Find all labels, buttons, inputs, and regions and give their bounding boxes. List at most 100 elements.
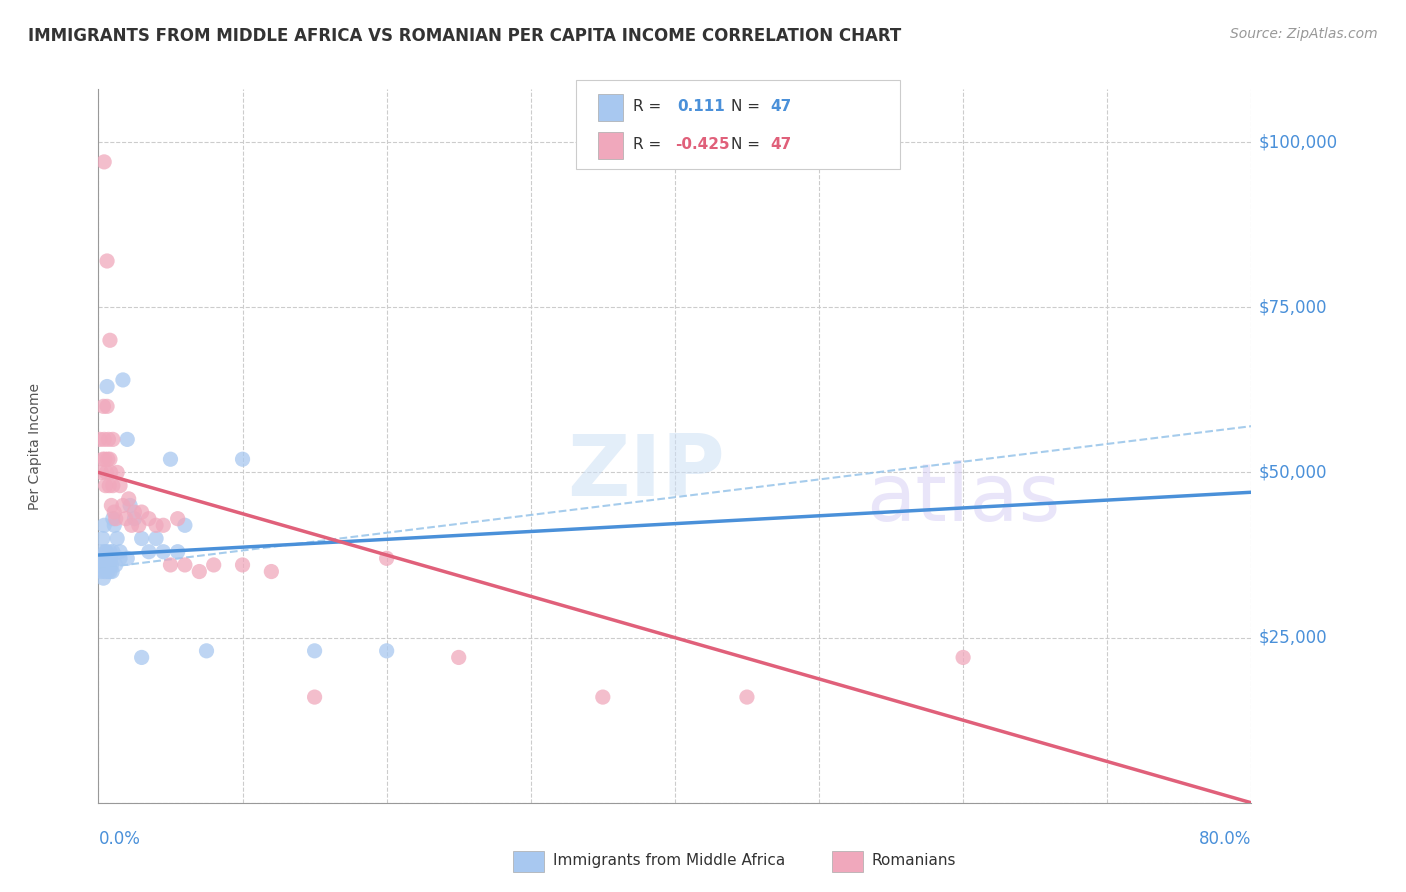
Point [131, 532, 153, 546]
Point [124, 511, 146, 525]
Point [93, 551, 115, 566]
Point [94, 452, 117, 467]
Point [152, 518, 174, 533]
Point [94, 478, 117, 492]
Point [96, 466, 118, 480]
Point [94, 565, 117, 579]
Point [97, 452, 120, 467]
Point [101, 545, 124, 559]
Text: Source: ZipAtlas.com: Source: ZipAtlas.com [1230, 27, 1378, 41]
Point [375, 551, 398, 566]
Point [103, 518, 125, 533]
Point [735, 690, 758, 704]
Point [145, 518, 167, 533]
Point [174, 518, 197, 533]
Point [952, 650, 974, 665]
Point [121, 518, 143, 533]
Point [101, 511, 124, 525]
Point [138, 545, 160, 559]
Point [304, 690, 326, 704]
Point [103, 505, 125, 519]
Point [117, 551, 138, 566]
Point [98, 452, 121, 467]
Text: atlas: atlas [866, 460, 1060, 538]
Point [101, 433, 124, 447]
Point [101, 565, 124, 579]
Point [96, 400, 118, 414]
Point [93, 433, 115, 447]
Point [202, 558, 225, 572]
Text: $100,000: $100,000 [1258, 133, 1337, 151]
Point [89, 558, 111, 572]
Point [131, 650, 153, 665]
Text: ZIP: ZIP [567, 431, 725, 514]
Point [93, 400, 115, 414]
Text: N =: N = [731, 137, 765, 153]
Text: 47: 47 [770, 137, 792, 153]
Point [91, 558, 114, 572]
Point [100, 558, 122, 572]
Point [304, 644, 326, 658]
Point [89, 433, 111, 447]
Point [104, 511, 127, 525]
Point [375, 644, 398, 658]
Point [111, 373, 134, 387]
Point [93, 518, 115, 533]
Point [101, 478, 124, 492]
Point [118, 491, 141, 506]
Point [138, 511, 160, 525]
Point [128, 518, 150, 533]
Point [90, 565, 112, 579]
Text: 47: 47 [770, 99, 792, 114]
Point [111, 499, 134, 513]
Point [231, 558, 254, 572]
Point [159, 452, 181, 467]
Point [90, 466, 112, 480]
Point [97, 551, 120, 566]
Point [91, 532, 114, 546]
Text: $50,000: $50,000 [1258, 464, 1327, 482]
Text: IMMIGRANTS FROM MIDDLE AFRICA VS ROMANIAN PER CAPITA INCOME CORRELATION CHART: IMMIGRANTS FROM MIDDLE AFRICA VS ROMANIA… [28, 27, 901, 45]
Point [166, 511, 188, 525]
Point [96, 379, 118, 393]
Text: R =: R = [633, 137, 666, 153]
Point [120, 499, 142, 513]
Point [104, 558, 127, 572]
Point [174, 558, 197, 572]
Text: $25,000: $25,000 [1258, 629, 1327, 647]
Point [105, 532, 128, 546]
Point [108, 478, 131, 492]
Point [94, 545, 117, 559]
Point [91, 545, 114, 559]
Point [231, 452, 254, 467]
Point [100, 551, 122, 566]
Point [96, 545, 118, 559]
Point [91, 452, 114, 467]
Point [90, 551, 112, 566]
Text: R =: R = [633, 99, 666, 114]
Text: N =: N = [731, 99, 765, 114]
Point [96, 254, 118, 268]
Point [94, 558, 117, 572]
Point [108, 551, 131, 566]
Point [96, 558, 118, 572]
Text: 0.111: 0.111 [678, 99, 725, 114]
Point [195, 644, 218, 658]
Text: Immigrants from Middle Africa: Immigrants from Middle Africa [553, 854, 785, 868]
Point [98, 558, 121, 572]
Point [592, 690, 614, 704]
Text: 0.0%: 0.0% [98, 830, 141, 847]
Point [152, 545, 174, 559]
Point [100, 466, 122, 480]
Point [124, 505, 146, 519]
Point [98, 565, 121, 579]
Point [447, 650, 470, 665]
Point [159, 558, 181, 572]
Point [145, 532, 167, 546]
Point [98, 333, 121, 347]
Point [97, 565, 120, 579]
Text: -0.425: -0.425 [675, 137, 730, 153]
Point [98, 545, 121, 559]
Point [98, 478, 121, 492]
Text: Per Capita Income: Per Capita Income [28, 383, 42, 509]
